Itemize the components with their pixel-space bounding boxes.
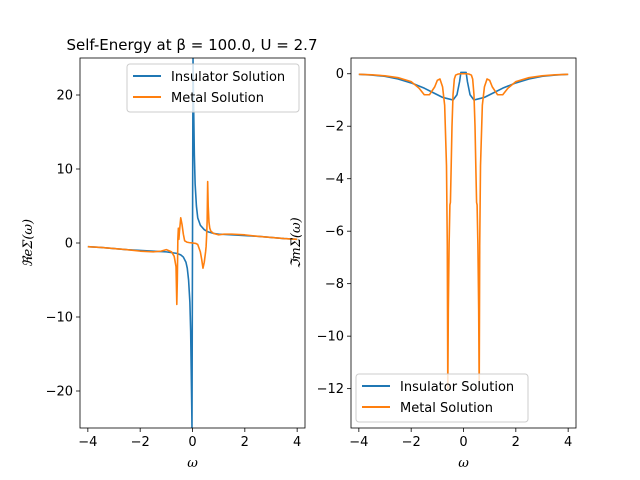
imag-part-panel: −4 −2 0 2 4 0 −2 −4 −6 −8 −10 −12 ω ℑmΣ(ω) Insulato… (289, 57, 577, 471)
y-tick-label: 0 (65, 237, 73, 252)
y-tick-label: −20 (46, 385, 73, 400)
imag-part-ticks: −4 −2 0 2 4 0 −2 −4 −6 −8 −10 −12 (317, 67, 573, 450)
x-tick-label: 0 (188, 435, 196, 450)
real-part-lines (87, 58, 298, 428)
x-tick-label: 0 (459, 435, 467, 450)
legend-label-insulator: Insulator Solution (400, 380, 514, 395)
x-tick-label: −4 (78, 435, 97, 450)
x-axis-label: ω (187, 456, 198, 471)
y-tick-label: 10 (56, 163, 73, 178)
legend-label-metal: Metal Solution (400, 401, 493, 416)
x-tick-label: 2 (512, 435, 520, 450)
y-tick-label: −10 (317, 330, 344, 345)
x-tick-label: 4 (293, 435, 301, 450)
x-tick-label: 4 (564, 435, 572, 450)
series-line-metal-solution (87, 180, 298, 306)
chart-title: Self-Energy at β = 100.0, U = 2.7 (66, 36, 317, 54)
x-tick-label: −4 (349, 435, 368, 450)
y-tick-label: −10 (46, 311, 73, 326)
real-part-panel: Self-Energy at β = 100.0, U = 2.7 −4 −2 0 2… (21, 36, 318, 471)
y-tick-label: 0 (336, 67, 344, 82)
legend-box (355, 373, 529, 423)
y-axis-label: ℜeΣ(ω) (21, 219, 36, 267)
legend-label-insulator: Insulator Solution (171, 70, 285, 85)
imag-part-lines (358, 71, 569, 390)
x-axis-label: ω (458, 456, 469, 471)
x-tick-label: −2 (131, 435, 150, 450)
y-tick-label: −8 (325, 277, 344, 292)
series-line-metal-solution (358, 72, 569, 390)
y-tick-label: −6 (325, 225, 344, 240)
x-tick-label: −2 (402, 435, 421, 450)
y-axis-label: ℑmΣ(ω) (289, 217, 304, 268)
series-line-insulator-solution (358, 71, 569, 101)
y-tick-label: −4 (325, 172, 344, 187)
x-tick-label: 2 (241, 435, 249, 450)
y-tick-label: 20 (56, 89, 73, 104)
y-tick-label: −12 (317, 382, 344, 397)
legend-label-metal: Metal Solution (171, 91, 264, 106)
legend: Insulator Solution Metal Solution (126, 63, 300, 113)
legend: Insulator Solution Metal Solution (355, 373, 529, 423)
legend-box (126, 63, 300, 113)
y-tick-label: −2 (325, 120, 344, 135)
